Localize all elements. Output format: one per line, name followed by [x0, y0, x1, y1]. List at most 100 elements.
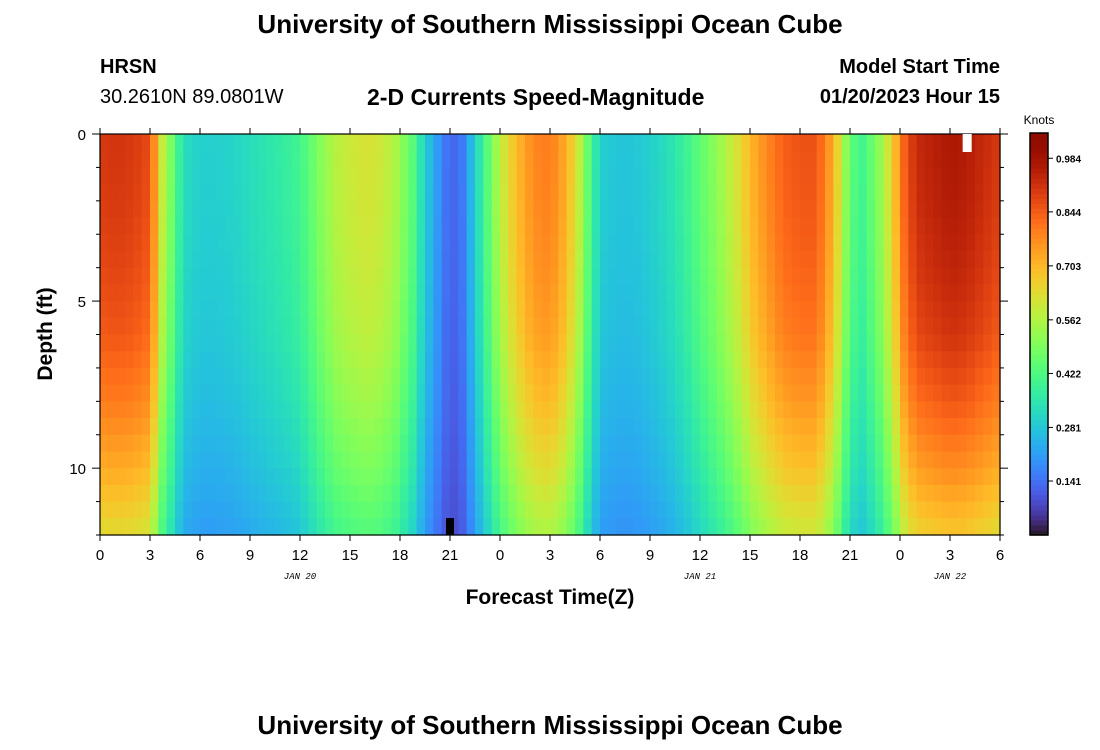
heatmap-cell — [500, 150, 509, 169]
heatmap-cell — [641, 434, 651, 453]
y-tick-label: 10 — [69, 461, 86, 478]
heatmap-cell — [800, 518, 809, 536]
heatmap-cell — [566, 367, 576, 386]
heatmap-cell — [983, 234, 993, 252]
heatmap-cell — [233, 317, 243, 336]
heatmap-cell — [641, 518, 651, 536]
heatmap-cell — [425, 134, 434, 152]
heatmap-cell — [666, 284, 676, 302]
heatmap-cell — [825, 217, 834, 235]
heatmap-cell — [975, 518, 984, 536]
heatmap-cell — [383, 334, 393, 352]
colorbar-tick-label: 0.562 — [1056, 316, 1081, 327]
heatmap-cell — [283, 384, 293, 402]
heatmap-cell — [683, 401, 693, 419]
colorbar-swatch — [1030, 268, 1048, 275]
heatmap-cell — [716, 301, 726, 319]
heatmap-cell — [800, 451, 809, 469]
heatmap-cells — [100, 134, 1001, 536]
heatmap-cell — [341, 267, 351, 285]
heatmap-cell — [558, 200, 568, 219]
heatmap-cell — [550, 250, 559, 269]
heatmap-cell — [716, 367, 726, 386]
heatmap-cell — [791, 267, 801, 285]
heatmap-cell — [933, 501, 943, 519]
heatmap-cell — [658, 501, 668, 519]
heatmap-cell — [308, 367, 318, 386]
heatmap-cell — [966, 451, 976, 469]
heatmap-cell — [741, 334, 751, 352]
heatmap-cell — [741, 150, 751, 169]
heatmap-cell — [725, 451, 734, 469]
heatmap-cell — [683, 384, 693, 402]
heatmap-cell — [841, 250, 851, 269]
heatmap-cell — [541, 317, 551, 336]
heatmap-cell — [783, 518, 793, 536]
heatmap-cell — [175, 468, 184, 486]
heatmap-cell — [133, 518, 143, 536]
colorbar-swatch — [1030, 344, 1048, 350]
heatmap-cell — [475, 434, 484, 453]
heatmap-cell — [541, 200, 551, 219]
heatmap-cell — [908, 468, 918, 486]
heatmap-cell — [258, 451, 268, 469]
heatmap-cell — [466, 317, 476, 336]
heatmap-cell — [708, 234, 718, 252]
heatmap-cell — [291, 301, 301, 319]
colorbar-frame — [1029, 132, 1049, 536]
heatmap-cell — [633, 301, 643, 319]
heatmap-cell — [875, 367, 884, 386]
heatmap-cell — [108, 150, 118, 169]
heatmap-cell — [891, 317, 901, 336]
heatmap-cell — [575, 301, 584, 319]
heatmap-cell — [391, 234, 401, 252]
heatmap-cell — [691, 434, 701, 453]
heatmap-cell — [841, 501, 851, 519]
heatmap-cell — [308, 401, 318, 419]
heatmap-cell — [983, 351, 993, 369]
colorbar-swatch — [1030, 399, 1048, 405]
heatmap-cell — [550, 150, 559, 169]
heatmap-cell — [883, 451, 893, 469]
heatmap-cell — [841, 451, 851, 469]
heatmap-cell — [900, 351, 909, 369]
heatmap-cell — [250, 200, 259, 219]
heatmap-cell — [566, 501, 576, 519]
heatmap-cell — [341, 468, 351, 486]
heatmap-cell — [583, 234, 593, 252]
heatmap-cell — [416, 284, 426, 302]
heatmap-cell — [950, 250, 959, 269]
heatmap-cell — [808, 184, 818, 202]
heatmap-cell — [983, 200, 993, 219]
heatmap-cell — [400, 234, 409, 252]
heatmap-cell — [991, 334, 1001, 352]
heatmap-cell — [591, 401, 601, 419]
heatmap-cell — [175, 434, 184, 453]
heatmap-cell — [258, 284, 268, 302]
heatmap-cell — [358, 134, 368, 152]
heatmap-cell — [675, 434, 684, 453]
heatmap-cell — [741, 134, 751, 152]
heatmap-cell — [641, 351, 651, 369]
heatmap-cell — [158, 367, 168, 386]
heatmap-cell — [525, 434, 534, 453]
heatmap-cell — [175, 367, 184, 386]
heatmap-cell — [841, 217, 851, 235]
heatmap-cell — [600, 267, 609, 285]
heatmap-cell — [658, 267, 668, 285]
heatmap-cell — [850, 384, 859, 402]
heatmap-cell — [233, 134, 243, 152]
heatmap-cell — [458, 351, 468, 369]
heatmap-cell — [858, 351, 868, 369]
heatmap-cell — [791, 518, 801, 536]
heatmap-cell — [925, 284, 934, 302]
heatmap-cell — [391, 518, 401, 536]
heatmap-cell — [541, 367, 551, 386]
heatmap-cell — [766, 451, 776, 469]
heatmap-cell — [866, 451, 876, 469]
heatmap-cell — [816, 484, 826, 503]
heatmap-cell — [850, 217, 859, 235]
heatmap-cell — [625, 234, 634, 252]
heatmap-cell — [500, 451, 509, 469]
heatmap-cell — [366, 150, 376, 169]
